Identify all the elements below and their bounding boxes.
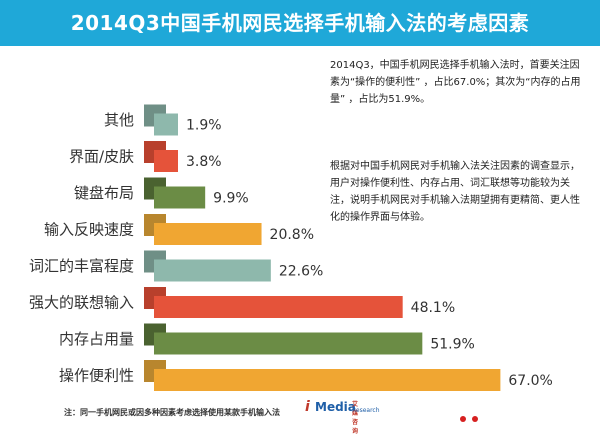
brand-en: Research [352, 407, 380, 414]
analysis-note: 根据对中国手机网民对手机输入法关注因素的调查显示，用户对操作便利性、内存占用、词… [330, 161, 580, 223]
category-label: 界面/皮肤 [69, 148, 134, 166]
category-label: 强大的联想输入 [29, 294, 134, 312]
page-dot-icon [460, 416, 466, 422]
value-label: 51.9% [430, 337, 474, 353]
bar [154, 296, 403, 318]
bar [154, 223, 262, 245]
value-label: 67.0% [508, 373, 552, 389]
bar [154, 369, 501, 391]
bar [154, 113, 178, 136]
value-label: 48.1% [411, 300, 455, 316]
title-bar [0, 0, 600, 46]
brand-name: Media [315, 400, 356, 414]
value-label: 1.9% [186, 118, 222, 134]
category-label: 词汇的丰富程度 [29, 257, 134, 275]
summary-note: 2014Q3，中国手机网民选择手机输入法时，首要关注因素为“操作的便利性” ，占… [330, 60, 581, 105]
bar [154, 332, 423, 355]
category-label: 操作便利性 [59, 367, 134, 385]
bar [154, 259, 271, 282]
footnote: 注：同一手机网民或因多种因素考虑选择使用某款手机输入法 [64, 408, 280, 417]
category-label: 内存占用量 [59, 330, 134, 348]
brand-cn: 艾媒咨询 [352, 401, 359, 435]
value-label: 20.8% [270, 227, 314, 243]
value-label: 3.8% [186, 154, 222, 170]
value-label: 22.6% [279, 264, 323, 280]
brand-prefix: i [305, 399, 310, 415]
category-label: 其他 [104, 111, 134, 129]
page-dot-icon [472, 416, 478, 422]
category-label: 键盘布局 [74, 184, 134, 202]
page-title: 2014Q3中国手机网民选择手机输入法的考虑因素 [70, 11, 530, 35]
bar [154, 186, 206, 209]
bar [154, 150, 178, 172]
value-label: 9.9% [213, 191, 249, 207]
category-label: 输入反映速度 [44, 221, 134, 239]
